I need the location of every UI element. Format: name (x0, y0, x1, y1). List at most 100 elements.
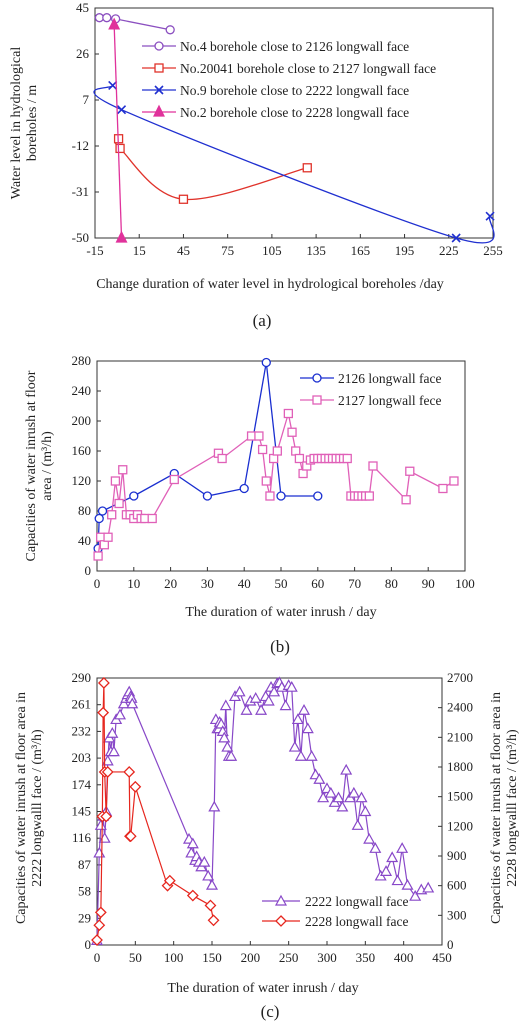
data-point (401, 878, 414, 890)
y-tick-label: -12 (72, 138, 89, 153)
x-tick-label: 90 (422, 576, 435, 591)
series-line (96, 682, 215, 941)
data-point (272, 446, 282, 456)
legend-marker (154, 85, 164, 95)
y-left-tick-label: 232 (72, 723, 92, 738)
x-tick-label: 0 (94, 576, 101, 591)
data-point (101, 766, 114, 778)
y-left-tick-label: 58 (78, 884, 91, 899)
series-line (93, 84, 495, 244)
y-left-axis-label: Capacities of water inrush at floor area… (14, 692, 45, 924)
data-point (302, 163, 312, 173)
y-tick-label: 7 (83, 92, 90, 107)
series-2 (93, 80, 495, 244)
y-tick-label: 45 (76, 0, 89, 15)
data-point (91, 934, 103, 946)
data-point (163, 874, 176, 887)
x-tick-label: 45 (177, 243, 190, 258)
x-tick-label: 450 (432, 950, 452, 965)
legend-label: 2222 longwall face (305, 894, 408, 909)
data-point (298, 468, 308, 479)
y-right-axis-label: Capacities of water inrush at floor area… (489, 692, 520, 924)
data-point (355, 791, 368, 803)
data-point (363, 832, 376, 844)
data-point (94, 819, 107, 830)
data-point (225, 750, 238, 761)
data-point (97, 706, 110, 719)
data-point (391, 874, 404, 886)
data-point (368, 461, 378, 471)
data-point (262, 694, 275, 706)
data-point (204, 899, 217, 912)
legend-marker (154, 63, 164, 73)
data-point (147, 513, 157, 524)
series-0 (94, 13, 175, 35)
y-tick-label: 160 (72, 443, 92, 458)
y-axis-label: Capacities of water inrush at floor area … (24, 370, 55, 561)
data-point (186, 837, 199, 849)
y-tick-label: -50 (72, 230, 89, 245)
data-point (396, 842, 409, 853)
y-tick-label: 40 (78, 533, 91, 548)
x-tick-label: 400 (394, 950, 414, 965)
data-point (351, 819, 364, 830)
x-tick-label: 40 (238, 576, 251, 591)
data-point (107, 745, 120, 757)
x-tick-label: 20 (164, 576, 177, 591)
series-1 (113, 134, 312, 204)
data-point (313, 773, 326, 784)
y-axis-label-line: Capacities of water inrush at floor area… (489, 692, 504, 924)
data-point (369, 842, 382, 853)
data-point (359, 805, 372, 817)
data-point (485, 211, 495, 221)
data-point (233, 685, 246, 697)
series-1 (93, 408, 459, 561)
y-tick-label: 200 (72, 413, 92, 428)
data-point (93, 919, 106, 932)
caption: (b) (270, 637, 290, 656)
chart-c: 0 50 100 150 200 250 300 350 400 4500295887116145… (14, 670, 520, 1021)
x-tick-label: 225 (439, 243, 459, 258)
y-right-tick-label: 2100 (447, 729, 473, 744)
data-point (101, 754, 114, 766)
data-point (294, 750, 307, 761)
data-point (221, 740, 234, 752)
data-point (108, 17, 121, 30)
caption: (c) (261, 1002, 280, 1021)
data-point (93, 846, 106, 858)
data-point (100, 810, 113, 823)
y-right-tick-label: 1500 (447, 789, 473, 804)
y-left-tick-label: 145 (72, 804, 92, 819)
y-axis-label-line: Capacities of water inrush at floor area… (14, 692, 29, 924)
data-point (185, 846, 198, 858)
y-left-tick-label: 290 (72, 670, 92, 685)
y-axis-label-line: 2222 longwalll face / (m³/h) (30, 729, 45, 887)
x-tick-label: 150 (202, 950, 222, 965)
series-0 (93, 357, 323, 554)
data-point (103, 532, 113, 542)
y-right-tick-label: 300 (447, 907, 467, 922)
x-axis-label: The duration of water inrush / day (167, 981, 358, 996)
x-tick-label: 0 (94, 950, 101, 965)
data-point (422, 881, 435, 893)
data-point (107, 510, 117, 520)
y-right-tick-label: 600 (447, 878, 467, 893)
data-point (115, 230, 128, 243)
legend-label: 2126 longwall face (338, 371, 441, 386)
y-axis-label-line: area / (m³/h) (40, 431, 55, 501)
y-tick-label: -31 (72, 184, 89, 199)
x-tick-label: 195 (395, 243, 415, 258)
legend-marker (275, 915, 287, 927)
data-point (97, 506, 108, 516)
data-point (276, 491, 286, 501)
legend-marker (154, 41, 164, 51)
data-point (239, 483, 249, 494)
y-left-tick-label: 29 (78, 910, 91, 925)
y-left-tick-label: 261 (72, 697, 92, 712)
x-axis-label: The duration of water inrush / day (185, 605, 376, 620)
y-tick-label: 80 (78, 503, 91, 518)
legend: 2222 longwall face 2228 longwall face (262, 894, 408, 929)
data-point (340, 763, 353, 775)
data-point (106, 727, 119, 738)
